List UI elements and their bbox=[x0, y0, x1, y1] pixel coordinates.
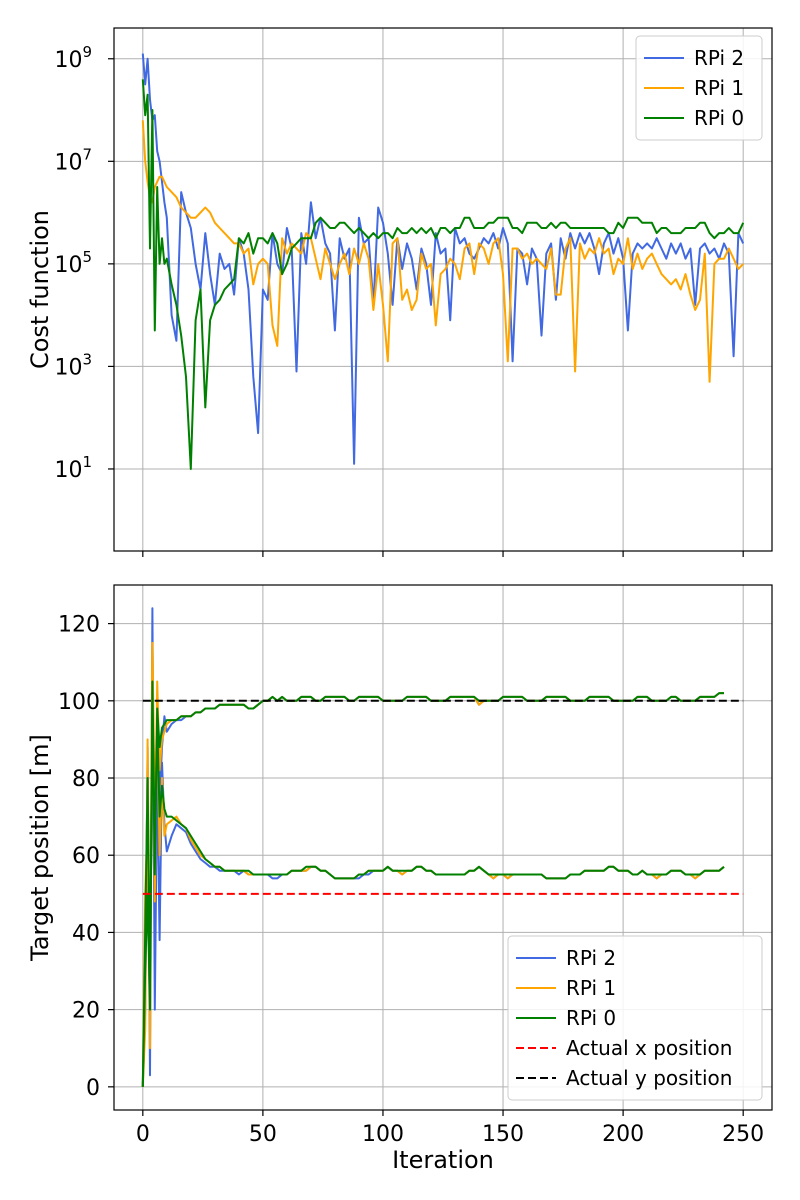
legend-label: RPi 0 bbox=[566, 1006, 616, 1030]
series-line-rpi-0 bbox=[141, 79, 745, 470]
legend-label: Actual y position bbox=[566, 1066, 732, 1090]
y-tick-label: 109 bbox=[54, 43, 92, 73]
target-position-panel: 0 50 100 150 200 250 0 20 40 60 80 100 120 Target pos… bbox=[26, 584, 773, 1174]
x-tick-label: 50 bbox=[249, 1122, 277, 1147]
y-tick-label: 60 bbox=[72, 844, 100, 869]
x-tick-label: 100 bbox=[362, 1122, 404, 1147]
y-tick-label: 0 bbox=[86, 1076, 100, 1101]
y-tick-label: 107 bbox=[54, 145, 92, 175]
x-tick-label: 0 bbox=[136, 1122, 150, 1147]
y-tick-label: 105 bbox=[54, 248, 92, 278]
y-tick-label: 40 bbox=[72, 921, 100, 946]
x-tick-label: 250 bbox=[722, 1122, 764, 1147]
plot-area bbox=[141, 53, 745, 470]
y-tick-label: 100 bbox=[58, 690, 100, 715]
legend-label: RPi 1 bbox=[694, 76, 744, 100]
series-line-rpi-2 bbox=[141, 53, 745, 465]
y-tick-label: 20 bbox=[72, 999, 100, 1024]
y-tick-label: 120 bbox=[58, 613, 100, 638]
y-axis-label: Cost function bbox=[26, 210, 54, 369]
legend-box bbox=[507, 935, 763, 1101]
y-tick-label: 80 bbox=[72, 767, 100, 792]
axes-frame bbox=[113, 27, 773, 552]
axes-frame bbox=[113, 584, 773, 1111]
legend-label: RPi 0 bbox=[694, 106, 744, 130]
x-tick-label: 200 bbox=[602, 1122, 644, 1147]
legend-label: RPi 1 bbox=[566, 976, 616, 1000]
legend-label: RPi 2 bbox=[566, 946, 616, 970]
legend-label: RPi 2 bbox=[694, 46, 744, 70]
legend-box bbox=[635, 35, 763, 141]
y-tick-label: 101 bbox=[54, 453, 92, 483]
y-tick-label: 103 bbox=[54, 350, 92, 380]
legend: RPi 2 RPi 1 RPi 0 Actual x position Actual y… bbox=[507, 935, 763, 1101]
x-axis-label: Iteration bbox=[392, 1146, 494, 1174]
series-line-rpi-1 bbox=[141, 120, 744, 383]
y-axis-label: Target position [m] bbox=[26, 734, 54, 962]
legend-label: Actual x position bbox=[566, 1036, 732, 1060]
legend: RPi 2 RPi 1 RPi 0 bbox=[635, 35, 763, 141]
series-line-rpi-0-x bbox=[141, 680, 725, 1087]
x-tick-label: 150 bbox=[482, 1122, 524, 1147]
plot-area bbox=[141, 607, 744, 1087]
